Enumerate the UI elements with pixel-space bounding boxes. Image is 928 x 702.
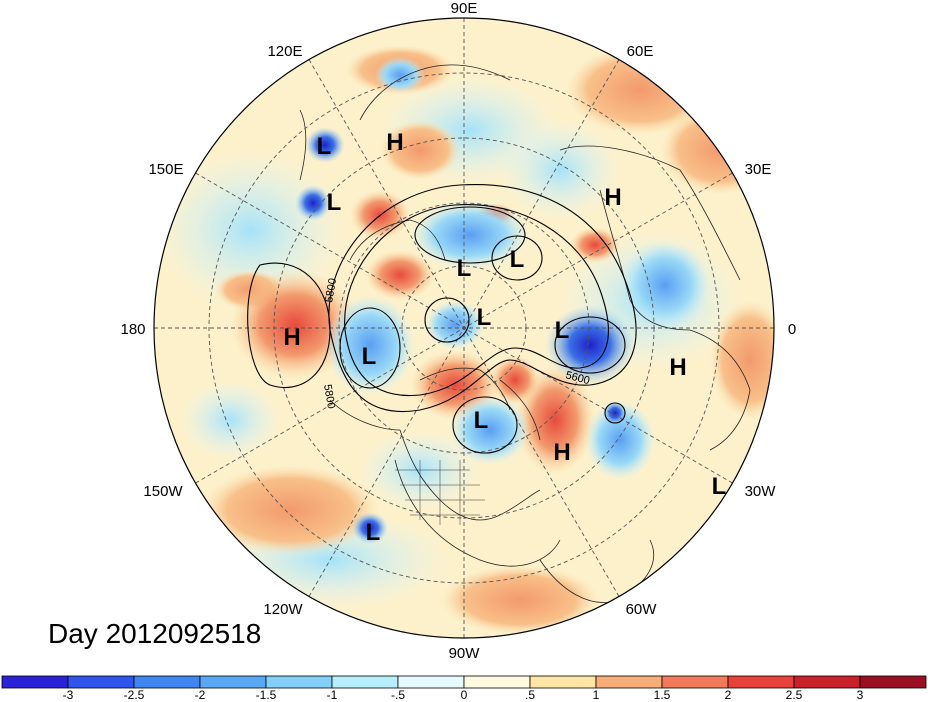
pressure-center-c4: L xyxy=(327,189,342,216)
map-boundary xyxy=(153,17,775,639)
date-label: Day 2012092518 xyxy=(48,618,262,649)
colorbar-tick-label: -1.5 xyxy=(256,688,277,702)
lon-label-150e: 150E xyxy=(148,161,183,178)
lon-label-120w: 120W xyxy=(263,601,303,618)
pressure-center-c8: L xyxy=(477,304,492,331)
pressure-center-c6: L xyxy=(510,246,525,273)
colorbar-swatch xyxy=(199,675,267,689)
colorbar-swatch xyxy=(463,675,531,689)
lon-label-180: 180 xyxy=(120,321,145,338)
colorbar-swatch xyxy=(397,675,465,689)
lon-label-0: 0 xyxy=(788,321,796,338)
contour-label-5800-b: 5800 xyxy=(321,383,337,409)
lon-label-150w: 150W xyxy=(143,483,183,500)
colorbar-swatch xyxy=(1,675,69,689)
colorbar-tick-label: -.5 xyxy=(391,688,405,702)
pressure-center-c12: H xyxy=(669,354,686,381)
pressure-center-c3: H xyxy=(604,184,621,211)
coastlines xyxy=(299,64,751,603)
pressure-center-c2: H xyxy=(386,129,403,156)
pressure-center-c14: L xyxy=(712,473,727,500)
colorbar-swatch xyxy=(133,675,201,689)
colorbar-swatch xyxy=(727,675,795,689)
lon-label-90e: 90E xyxy=(451,0,478,17)
colorbar-tick-label: .5 xyxy=(525,688,535,702)
colorbar-tick-label: 2.5 xyxy=(786,688,803,702)
colorbar-tick-label: 3 xyxy=(857,688,864,702)
pressure-center-c15: L xyxy=(366,519,381,546)
colorbar-tick-label: 2 xyxy=(725,688,732,702)
meridians xyxy=(154,18,774,638)
colorbar-swatch xyxy=(331,675,399,689)
contour-label-5800-a: 5800 xyxy=(323,277,339,303)
pressure-center-c1: L xyxy=(317,133,332,160)
colorbar-swatch xyxy=(595,675,663,689)
colorbar-tick-label: 0 xyxy=(461,688,468,702)
lon-label-30e: 30E xyxy=(745,161,772,178)
pressure-center-c7: H xyxy=(283,324,300,351)
lon-label-30w: 30W xyxy=(745,483,777,500)
pressure-center-c10: L xyxy=(362,343,377,370)
lon-label-90w: 90W xyxy=(449,645,481,662)
lon-label-60e: 60E xyxy=(627,43,654,60)
colorbar-tick-label: -3 xyxy=(63,688,74,702)
lon-label-120e: 120E xyxy=(267,43,302,60)
colorbar-tick-label: 1 xyxy=(593,688,600,702)
colorbar-swatch xyxy=(67,675,135,689)
pressure-centers: L H H L L L H L L L L H H L L xyxy=(283,129,726,546)
pressure-center-c5: L xyxy=(457,255,472,282)
pressure-center-c13: H xyxy=(553,439,570,466)
colorbar-tick-label: 1.5 xyxy=(654,688,671,702)
colorbar-swatch xyxy=(529,675,597,689)
lon-label-60w: 60W xyxy=(626,601,658,618)
pressure-center-c11: L xyxy=(474,407,489,434)
colorbar-swatch xyxy=(859,675,927,689)
pressure-center-c9: L xyxy=(555,317,570,344)
colorbar-tick-label: -2.5 xyxy=(124,688,145,702)
colorbar-swatch xyxy=(661,675,729,689)
colorbar-swatch xyxy=(265,675,333,689)
height-contours xyxy=(247,183,637,454)
colorbar: -3 -2.5 -2 -1.5 -1 -.5 0 .5 1 1.5 2 2.5 3 xyxy=(1,675,927,702)
state-borders xyxy=(395,460,485,525)
colorbar-tick-label: -1 xyxy=(327,688,338,702)
colorbar-tick-label: -2 xyxy=(195,688,206,702)
colorbar-swatch xyxy=(793,675,861,689)
